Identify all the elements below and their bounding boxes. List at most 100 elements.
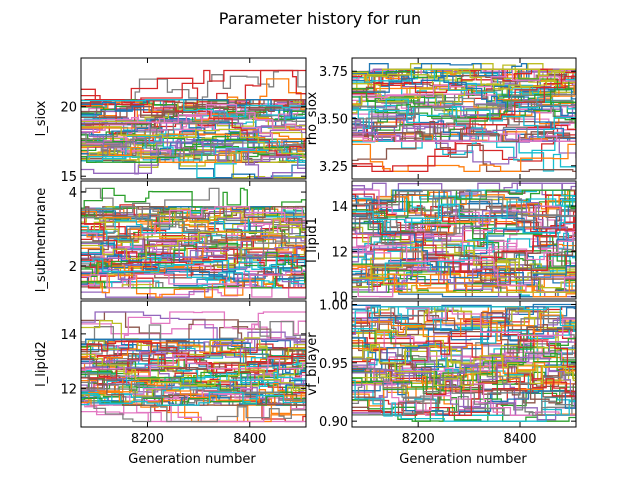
series-line <box>81 187 306 227</box>
series-line <box>81 257 306 273</box>
series-line <box>352 133 576 142</box>
series-line <box>352 337 576 416</box>
y-tick-label: 20 <box>60 101 77 116</box>
series-line <box>352 195 576 283</box>
series-line <box>352 120 576 161</box>
y-axis-label: vf_bilayer <box>305 332 320 396</box>
series-line <box>352 68 576 85</box>
axes-frame <box>351 300 577 428</box>
series-line <box>352 266 576 293</box>
series-line <box>352 358 576 416</box>
axes-frame <box>80 180 307 300</box>
axes-frame <box>80 57 307 180</box>
series-line <box>352 213 576 272</box>
series-line <box>352 93 576 118</box>
series-line <box>352 306 576 332</box>
series-line <box>352 306 576 344</box>
series-line <box>352 222 576 268</box>
series-line <box>352 247 576 285</box>
series-line <box>352 307 576 354</box>
x-axis-label-right: Generation number <box>399 452 527 467</box>
y-tick-label: 0.90 <box>319 415 348 430</box>
series-line <box>81 218 306 260</box>
series-line <box>352 239 576 286</box>
y-tick-label: 3.25 <box>319 160 348 175</box>
series-line <box>81 370 306 406</box>
subplot-vf-bilayer: 8200 8400 0.90 0.95 1.00 vf_bilayer <box>305 299 577 447</box>
y-tick-label: 4 <box>69 186 77 201</box>
series-line <box>352 189 576 230</box>
series-line <box>352 312 576 336</box>
y-axis-label: l_lipid1 <box>305 217 320 263</box>
series-line <box>81 353 306 377</box>
series-line <box>352 105 576 138</box>
series-line <box>352 119 576 142</box>
y-tick-label: 0.95 <box>319 357 348 372</box>
y-axis-label: l_siox <box>34 100 49 136</box>
y-tick-label: 15 <box>60 170 77 185</box>
series-line <box>352 310 576 342</box>
series-line <box>81 319 306 389</box>
series-line <box>81 206 306 220</box>
series-line <box>352 91 576 122</box>
series-line <box>352 75 576 139</box>
series-line <box>352 194 576 267</box>
series-line <box>81 223 306 289</box>
series-line <box>352 205 576 249</box>
series-line <box>352 245 576 293</box>
series-line <box>81 237 306 269</box>
subplot-l-lipid1: 10 12 14 l_lipid1 <box>305 180 577 306</box>
traces <box>352 303 576 422</box>
series-line <box>81 242 306 278</box>
series-line <box>352 379 576 422</box>
series-line <box>352 314 576 361</box>
x-tick-label: 8200 <box>402 432 435 447</box>
series-line <box>81 320 306 368</box>
series-line <box>352 317 576 373</box>
series-line <box>352 68 576 110</box>
series-line <box>81 125 306 174</box>
x-tick-label: 8400 <box>503 432 536 447</box>
series-line <box>352 197 576 228</box>
series-line <box>352 68 576 99</box>
series-line <box>81 338 306 372</box>
x-axis-label-left: Generation number <box>128 452 256 467</box>
series-line <box>81 245 306 280</box>
series-line <box>81 311 306 343</box>
series-line <box>81 206 306 248</box>
series-line <box>352 306 576 368</box>
y-tick-label: 14 <box>331 200 348 215</box>
traces <box>352 63 576 173</box>
series-line <box>81 131 306 148</box>
series-line <box>352 198 576 223</box>
series-line <box>352 120 576 173</box>
traces <box>81 187 306 298</box>
series-line <box>352 344 576 387</box>
series-line <box>352 68 576 90</box>
series-line <box>352 348 576 391</box>
series-line <box>81 353 306 392</box>
series-line <box>352 256 576 297</box>
series-line <box>352 189 576 234</box>
series-line <box>352 98 576 172</box>
series-line <box>352 143 576 173</box>
series-line <box>81 246 306 284</box>
series-line <box>352 306 576 341</box>
series-line <box>352 201 576 253</box>
series-line <box>81 311 306 370</box>
series-line <box>81 206 306 258</box>
series-line <box>81 99 306 120</box>
series-line <box>81 364 306 390</box>
series-line <box>81 138 306 157</box>
series-line <box>81 376 306 406</box>
series-line <box>81 372 306 423</box>
series-line <box>352 361 576 395</box>
series-line <box>81 206 306 232</box>
series-line <box>352 380 576 416</box>
x-tick-label: 8400 <box>233 432 266 447</box>
series-line <box>81 380 306 406</box>
axes-frame <box>80 300 307 428</box>
series-line <box>81 113 306 145</box>
series-line <box>352 364 576 416</box>
series-line <box>352 390 576 416</box>
